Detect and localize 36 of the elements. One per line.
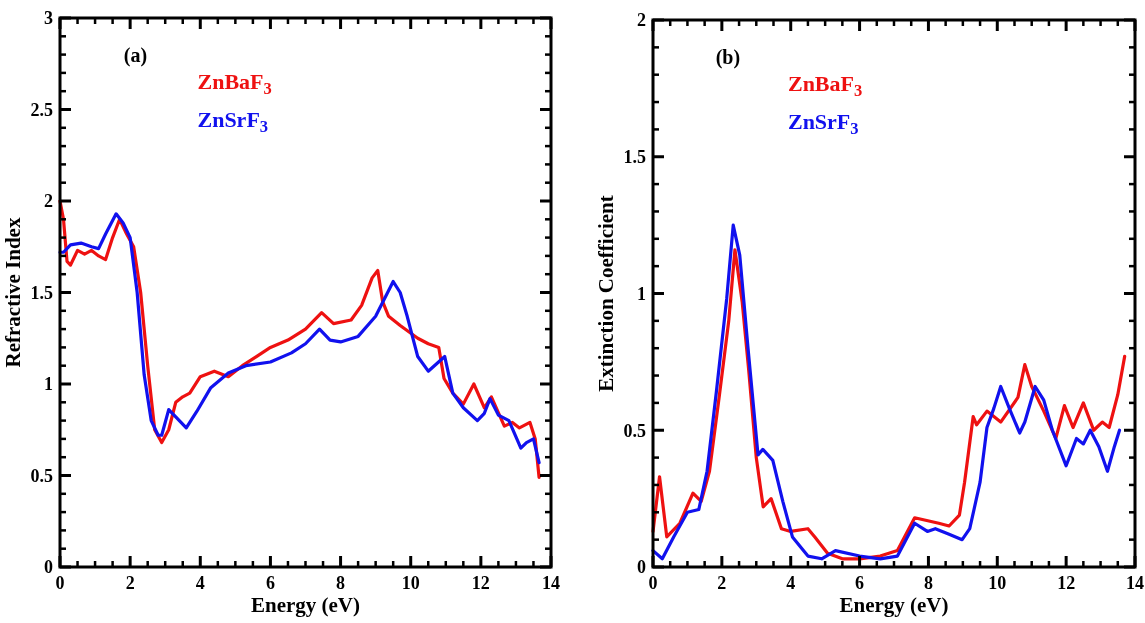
x-axis-title: Energy (eV) [250, 593, 361, 617]
x-tick-label: 4 [786, 573, 796, 593]
y-tick-label: 2 [637, 10, 646, 31]
y-tick-label: 0 [637, 557, 646, 578]
annotation: (a) [123, 43, 148, 67]
text: ZnBaF$_{3}$ [787, 71, 863, 101]
y-tick-label: 2.5 [30, 99, 53, 120]
y-axis-title: Extinction Coefficient [594, 195, 618, 392]
x-tick-label: 8 [923, 573, 933, 593]
y-axis-title: Refractive Index [1, 217, 25, 368]
y-tick-label: 1.5 [30, 282, 53, 303]
y-tick-label: 0.5 [623, 420, 646, 441]
y-tick-label: 2 [44, 191, 53, 212]
x-tick-label: 10 [401, 573, 420, 593]
text: ZnBaF$_{3}$ [197, 69, 272, 99]
x-tick-label: 2 [717, 573, 727, 593]
x-tick-label: 4 [195, 573, 205, 593]
x-tick-label: 10 [988, 573, 1007, 593]
y-tick-label: 1 [44, 374, 53, 395]
x-tick-label: 12 [1057, 573, 1076, 593]
y-tick-label: 1 [637, 283, 646, 304]
text: ZnSrF$_{3}$ [197, 107, 269, 137]
annotation: (b) [715, 45, 741, 69]
x-tick-label: 6 [265, 573, 275, 593]
y-tick-label: 1.5 [623, 147, 646, 168]
y-tick-label: 0 [44, 557, 53, 578]
x-tick-label: 14 [1126, 573, 1144, 593]
y-tick-label: 0.5 [30, 465, 53, 486]
x-tick-label: 6 [855, 573, 865, 593]
y-tick-label: 3 [44, 8, 53, 29]
x-tick-label: 12 [471, 573, 490, 593]
text: ZnSrF$_{3}$ [787, 109, 859, 139]
x-tick-label: 2 [125, 573, 135, 593]
x-tick-label: 14 [542, 573, 560, 593]
x-tick-label: 8 [336, 573, 346, 593]
x-axis-title: Energy (eV) [839, 593, 949, 617]
